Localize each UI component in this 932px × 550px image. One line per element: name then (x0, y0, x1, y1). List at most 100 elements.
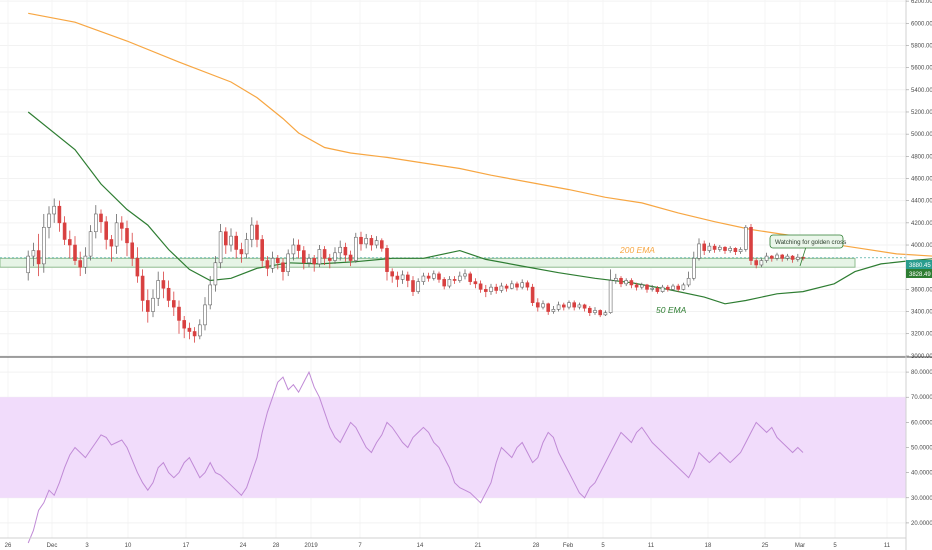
candle-body (177, 306, 181, 321)
rsi-tick-label: 70.0000 (911, 395, 932, 401)
candle-body (613, 277, 618, 281)
candle-body (78, 260, 82, 268)
rsi-band (0, 397, 906, 498)
time-tick-label: 26 (5, 543, 12, 549)
candle-body (62, 222, 67, 240)
candle-body (99, 213, 103, 223)
candle-body (707, 245, 712, 251)
price-tick-label: 4000.00 (911, 243, 932, 249)
candle-body (775, 254, 779, 259)
candle-body (530, 286, 535, 303)
rsi-line (27, 370, 804, 544)
candle-body (114, 222, 119, 247)
candle-body (156, 280, 160, 299)
candle-body (473, 281, 478, 285)
candle-body (655, 287, 660, 292)
candle-body (452, 279, 457, 281)
candle-body (213, 262, 218, 286)
candle-body (785, 255, 790, 259)
candle-body (333, 252, 337, 261)
time-tick-label: 5 (833, 543, 837, 549)
price-tick-label: 5600.00 (911, 66, 932, 72)
ema200-label: 200 EMA (619, 245, 655, 255)
candle-body (166, 287, 171, 301)
candle-body (671, 285, 675, 290)
candle-body (494, 286, 499, 291)
candle-body (224, 231, 228, 246)
candle-body (317, 249, 322, 265)
candle-body (203, 304, 207, 326)
price-tick-label: 4400.00 (911, 199, 932, 205)
candle-body (359, 236, 363, 245)
price-tick-label: 4600.00 (911, 177, 932, 183)
candle-body (738, 249, 743, 252)
time-tick-label: 11 (648, 543, 655, 549)
time-tick-label: 24 (240, 543, 247, 549)
candle-body (187, 327, 192, 332)
candle-body (296, 244, 301, 251)
candle-body (369, 238, 374, 246)
rsi-tick-label: 60.0000 (911, 420, 932, 426)
candle-body (509, 283, 514, 289)
candle-body (161, 280, 166, 289)
candle-body (385, 248, 389, 272)
candle-body (728, 248, 733, 251)
candle-body (556, 304, 561, 310)
time-tick-label: 28 (533, 543, 540, 549)
candle-body (120, 222, 124, 229)
candle-body (255, 224, 259, 240)
time-tick-labels: 26 Dec 3 10 17 24 28 2019 7 14 21 28 Feb 5 11 18 25 Mar 5 1… (5, 543, 891, 549)
candle-body (676, 285, 681, 290)
price-tick-label: 5200.00 (911, 110, 932, 116)
time-tick-label: 7 (358, 543, 362, 549)
candle-body (41, 226, 46, 265)
candle-body (57, 205, 62, 224)
candle-body (244, 239, 249, 255)
time-tick-label: 28 (273, 543, 280, 549)
candle-body (702, 243, 707, 251)
candle-body (759, 260, 764, 266)
candle-body (348, 254, 353, 261)
candle-body (88, 231, 93, 257)
candle-body (577, 304, 582, 308)
callout[interactable]: Watching for golden cross (769, 234, 846, 267)
rsi-tick-label: 20.0000 (911, 521, 932, 527)
callout-text: Watching for golden cross (775, 239, 846, 246)
candle-body (291, 244, 296, 255)
candle-body (94, 213, 98, 233)
candle-body (504, 285, 509, 289)
candle-body (327, 258, 332, 261)
candle-body (593, 310, 597, 313)
candle-body (572, 302, 577, 308)
last-price-badge: 3880.45 (906, 260, 932, 269)
candle-body (437, 273, 441, 280)
candle-body (286, 253, 291, 272)
candle-body (780, 254, 785, 259)
ema50-label: 50 EMA (656, 305, 687, 315)
candle-body (468, 273, 473, 282)
time-tick-label: 10 (125, 543, 132, 549)
time-tick-label: 11 (884, 543, 891, 549)
candle-body (36, 250, 41, 265)
time-tick-label: 5 (601, 543, 605, 549)
candle-body (717, 246, 722, 250)
candle-body (447, 279, 452, 287)
candle-body (520, 282, 525, 288)
candle-body (172, 300, 176, 308)
candle-body (353, 236, 358, 261)
candle-body (83, 255, 88, 268)
candle-body (26, 255, 31, 274)
price-tick-label: 3600.00 (911, 287, 932, 293)
rsi-tick-label: 80.0000 (911, 370, 932, 376)
candle-body (411, 280, 415, 292)
candle-body (229, 235, 233, 246)
time-tick-label: Dec (47, 543, 58, 549)
candle-body (374, 240, 379, 246)
candle-body (239, 249, 244, 255)
candle-body (31, 250, 36, 257)
candle-body (198, 324, 202, 337)
time-tick-label: Mar (795, 543, 805, 549)
candles (26, 198, 805, 343)
candle-body (250, 224, 254, 240)
